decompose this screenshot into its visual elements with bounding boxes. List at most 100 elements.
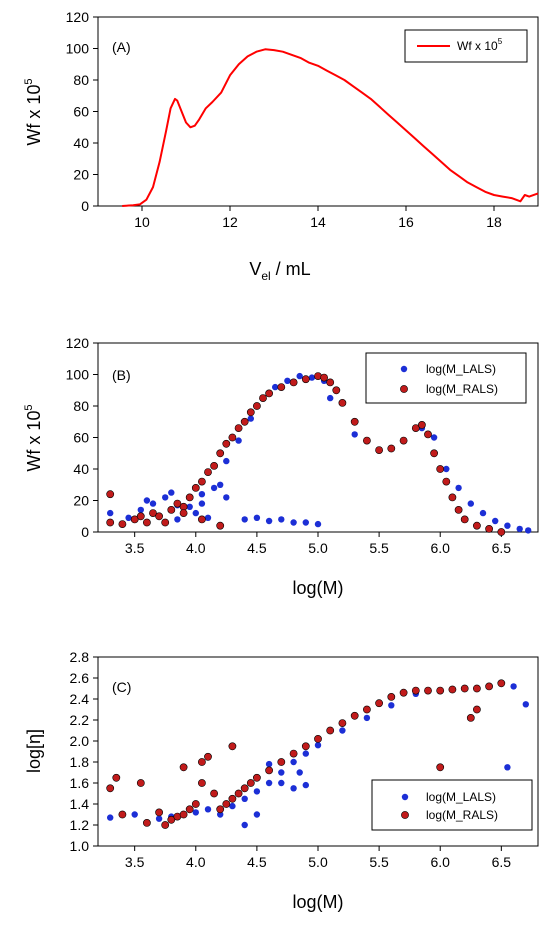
data-point-b-rals-33 [375,446,383,454]
data-point-b-lals-22 [217,481,224,488]
data-point-b-lals-11 [247,415,254,422]
data-point-c-lals-33 [253,811,261,818]
data-point-b-rals-48 [106,490,115,499]
data-point-c-rals-2 [118,810,127,819]
legend-a: Wf x 105 [404,29,528,63]
ytick-label-c-5: 2.0 [70,733,90,749]
data-point-b-lals-4 [162,494,169,501]
data-point-c-rals-21 [252,773,261,782]
data-point-b-lals-42 [516,525,523,533]
data-point-c-rals-30 [362,705,371,714]
legend-text-b-rals: log(M_RALS) [426,382,498,396]
data-point-b-lals-25 [265,517,273,525]
ytick-label-a-6: 120 [66,9,90,25]
data-point-b-rals-30 [338,398,347,407]
data-point-b-rals-39 [430,449,438,458]
data-point-c-rals-19 [240,784,249,793]
data-point-b-rals-46 [485,525,493,533]
data-point-c-rals-34 [411,686,420,695]
data-point-c-rals-41 [497,679,506,688]
data-point-c-rals-6 [161,821,170,829]
xtick-label-a-3: 16 [398,214,414,230]
xtick-label-c-5: 6.0 [430,854,450,870]
data-point-b-rals-16 [228,433,237,442]
data-point-c-lals-12 [265,779,273,787]
data-point-b-lals-30 [327,394,334,402]
legend-text-b-lals: log(M_LALS) [426,362,496,376]
xaxis-label-c: log(M) [292,892,343,912]
yaxis-label-c: log[η] [24,729,44,773]
data-point-b-lals-37 [455,484,462,492]
data-point-b-rals-40 [436,465,445,473]
data-point-c-lals-19 [388,702,395,709]
ytick-label-b-5: 100 [66,367,90,383]
data-point-b-rals-1 [118,520,127,528]
data-point-b-rals-13 [210,461,218,470]
data-point-b-rals-35 [399,436,408,445]
data-point-c-rals-20 [246,779,255,787]
data-point-b-lals-2 [137,506,144,514]
data-point-b-rals-31 [350,417,359,426]
data-point-c-rals-27 [326,726,335,735]
data-point-c-rals-14 [210,789,218,798]
data-point-b-rals-32 [362,436,371,445]
xtick-label-b-5: 6.0 [430,540,450,556]
panel-label-c: (C) [112,679,131,695]
data-point-c-lals-13 [278,769,285,776]
data-point-b-rals-28 [326,378,335,387]
data-point-b-lals-44 [168,489,175,496]
data-point-c-rals-35 [424,686,432,695]
ytick-label-a-3: 60 [73,104,89,120]
legend-frame-b [365,352,527,404]
ytick-label-a-4: 80 [73,72,89,88]
xtick-label-b-3: 5.0 [308,540,328,556]
data-point-b-lals-23 [241,516,248,523]
data-point-b-lals-14 [284,377,291,384]
data-point-c-lals-30 [296,769,303,776]
data-point-c-rals-3 [136,779,145,787]
legend-text-a: Wf x 105 [457,37,503,53]
data-point-c-rals-22 [265,766,273,775]
data-point-c-rals-33 [399,688,408,697]
data-point-c-lals-18 [363,714,371,722]
data-point-c-lals-16 [314,742,322,749]
data-point-b-lals-45 [198,500,206,507]
legend-frame-c [371,779,533,831]
ytick-label-c-1: 1.2 [70,817,90,833]
data-point-b-lals-36 [443,465,450,473]
xaxis-label-a: Vel / mL [249,259,310,283]
data-point-b-lals-0 [107,509,114,517]
data-point-b-lals-40 [492,517,499,525]
ytick-label-c-3: 1.6 [70,775,90,791]
ytick-label-c-8: 2.6 [70,670,90,686]
xtick-label-b-6: 6.5 [492,540,512,556]
data-point-b-lals-27 [290,519,297,526]
data-point-b-rals-4 [149,509,157,517]
data-point-b-lals-24 [253,514,261,521]
data-point-b-lals-8 [210,484,218,492]
data-point-b-lals-21 [204,514,212,521]
data-point-b-lals-13 [272,383,279,391]
data-point-c-rals-4 [142,819,151,827]
data-point-c-rals-17 [228,794,237,803]
data-point-b-lals-35 [430,434,438,441]
data-point-b-lals-41 [504,522,511,529]
ytick-label-b-1: 20 [73,493,89,509]
ytick-label-a-0: 0 [81,198,89,214]
data-point-c-rals-44 [197,758,206,766]
data-point-c-lals-32 [241,821,248,829]
data-point-b-rals-21 [259,394,267,402]
data-point-c-lals-15 [302,750,309,757]
data-point-b-rals-52 [197,515,206,524]
data-point-c-rals-28 [338,719,347,727]
data-point-b-rals-51 [179,509,188,517]
ytick-label-c-0: 1.0 [70,838,90,854]
panel-label-b: (B) [112,367,131,383]
data-point-c-lals-11 [253,788,261,795]
data-point-b-rals-23 [277,383,286,391]
data-point-b-rals-14 [216,449,225,458]
data-point-b-rals-11 [197,477,206,486]
data-point-b-lals-15 [296,372,303,380]
legend-marker-c-rals [401,811,409,819]
data-point-c-rals-13 [204,752,212,761]
